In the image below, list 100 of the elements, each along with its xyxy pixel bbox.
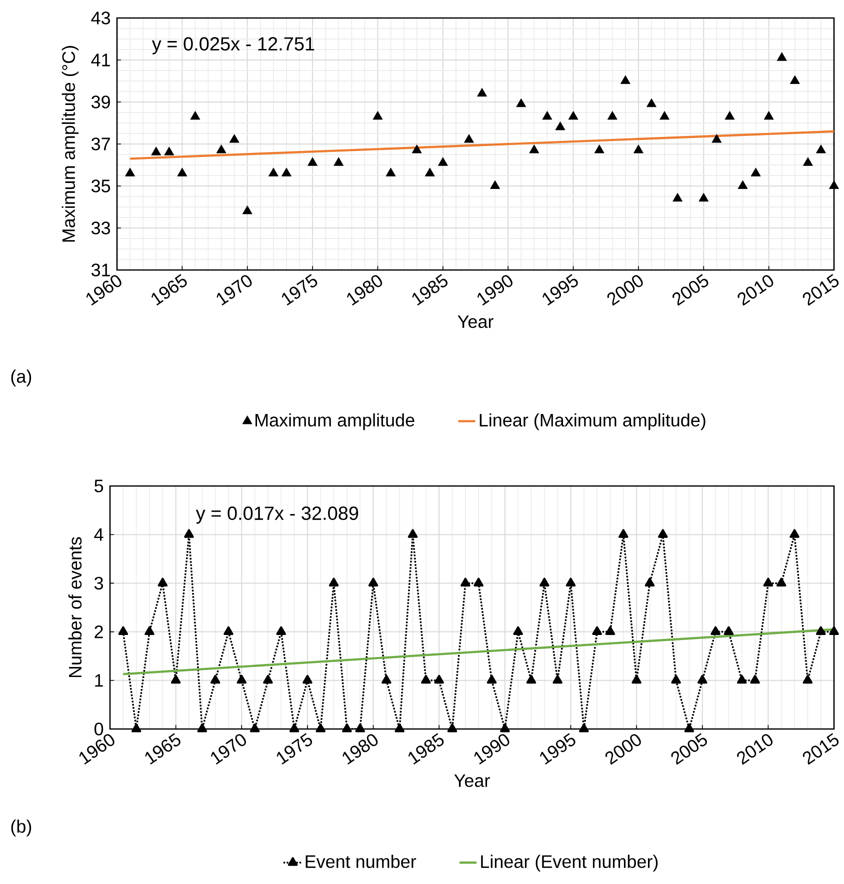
point — [764, 578, 774, 586]
point — [540, 578, 550, 586]
point — [516, 98, 526, 108]
point — [738, 180, 748, 189]
point — [302, 674, 313, 684]
x-tick-label: 1990 — [474, 734, 510, 765]
point — [216, 144, 226, 154]
point — [487, 674, 497, 684]
point — [671, 674, 682, 684]
point — [448, 724, 458, 732]
point — [236, 674, 247, 684]
y-axis-title: Maximum amplitude (°C) — [62, 46, 79, 242]
point — [620, 75, 631, 84]
y-tick-label: 43 — [91, 12, 110, 24]
point — [750, 674, 760, 684]
point — [342, 724, 352, 732]
y-tick-label: 41 — [91, 54, 110, 66]
point — [151, 146, 162, 156]
point — [632, 674, 642, 684]
point — [712, 134, 722, 143]
point — [634, 144, 644, 154]
point — [263, 674, 274, 684]
point — [776, 578, 786, 586]
point — [171, 674, 181, 684]
y-tick-label: 35 — [92, 180, 110, 192]
point — [698, 674, 708, 684]
point — [579, 724, 590, 732]
point — [513, 626, 524, 636]
point — [529, 144, 540, 154]
point — [737, 674, 747, 684]
point — [764, 110, 774, 120]
point — [144, 626, 155, 636]
x-tick-label: 1990 — [478, 275, 513, 306]
x-axis-title: Year — [458, 315, 494, 328]
point — [282, 168, 292, 176]
point — [464, 134, 474, 143]
point — [230, 134, 240, 143]
point — [118, 626, 128, 636]
y-tick-label: 5 — [94, 480, 104, 492]
x-tick-label: 1980 — [347, 275, 382, 306]
point — [290, 724, 300, 732]
point — [660, 110, 670, 120]
point — [372, 110, 383, 120]
point — [210, 674, 220, 684]
y-tick-label: 31 — [92, 264, 110, 276]
point — [412, 144, 422, 154]
point — [803, 157, 814, 166]
x-axis-title: Year — [454, 774, 490, 788]
point — [592, 626, 602, 636]
point — [816, 144, 826, 154]
point — [790, 529, 800, 538]
point — [724, 626, 734, 636]
legend-label: Event number — [306, 854, 416, 868]
point — [242, 205, 253, 214]
point — [224, 626, 234, 636]
y-tick-label: 33 — [92, 222, 110, 234]
point — [355, 724, 366, 732]
point — [552, 674, 563, 684]
point — [608, 110, 618, 120]
point — [829, 626, 840, 636]
point — [698, 192, 709, 202]
point — [568, 110, 578, 120]
point — [408, 529, 418, 538]
point — [477, 88, 488, 97]
x-tick-label: 1970 — [211, 734, 246, 765]
point — [316, 724, 326, 732]
point — [803, 674, 813, 684]
point — [184, 529, 194, 538]
point — [606, 626, 616, 636]
y-tick-label: 0 — [94, 722, 104, 736]
point — [790, 75, 800, 84]
point — [500, 724, 510, 732]
text: (a) — [12, 370, 32, 386]
point — [555, 121, 566, 130]
text: (b) — [12, 820, 32, 836]
legend-label: Linear (Event number) — [481, 854, 658, 872]
point — [197, 724, 208, 732]
point — [177, 168, 188, 176]
x-tick-label: 2010 — [738, 275, 774, 306]
point — [460, 578, 471, 586]
point — [566, 578, 576, 586]
point — [438, 157, 448, 166]
point — [329, 578, 339, 586]
legend-label: Maximum amplitude — [256, 413, 414, 430]
y-tick-label: 2 — [94, 626, 104, 638]
point — [618, 529, 628, 538]
point — [777, 52, 788, 61]
point — [268, 168, 279, 176]
point — [158, 578, 168, 586]
point — [425, 168, 436, 176]
annotation: y = 0.025x - 12.751 — [152, 37, 314, 54]
point — [250, 724, 260, 732]
y-tick-label: 4 — [94, 528, 104, 541]
point — [382, 674, 392, 684]
point — [646, 98, 657, 108]
point — [434, 674, 444, 684]
point — [386, 168, 396, 176]
point — [658, 529, 668, 538]
x-tick-label: 1960 — [80, 734, 115, 765]
point — [368, 578, 378, 586]
